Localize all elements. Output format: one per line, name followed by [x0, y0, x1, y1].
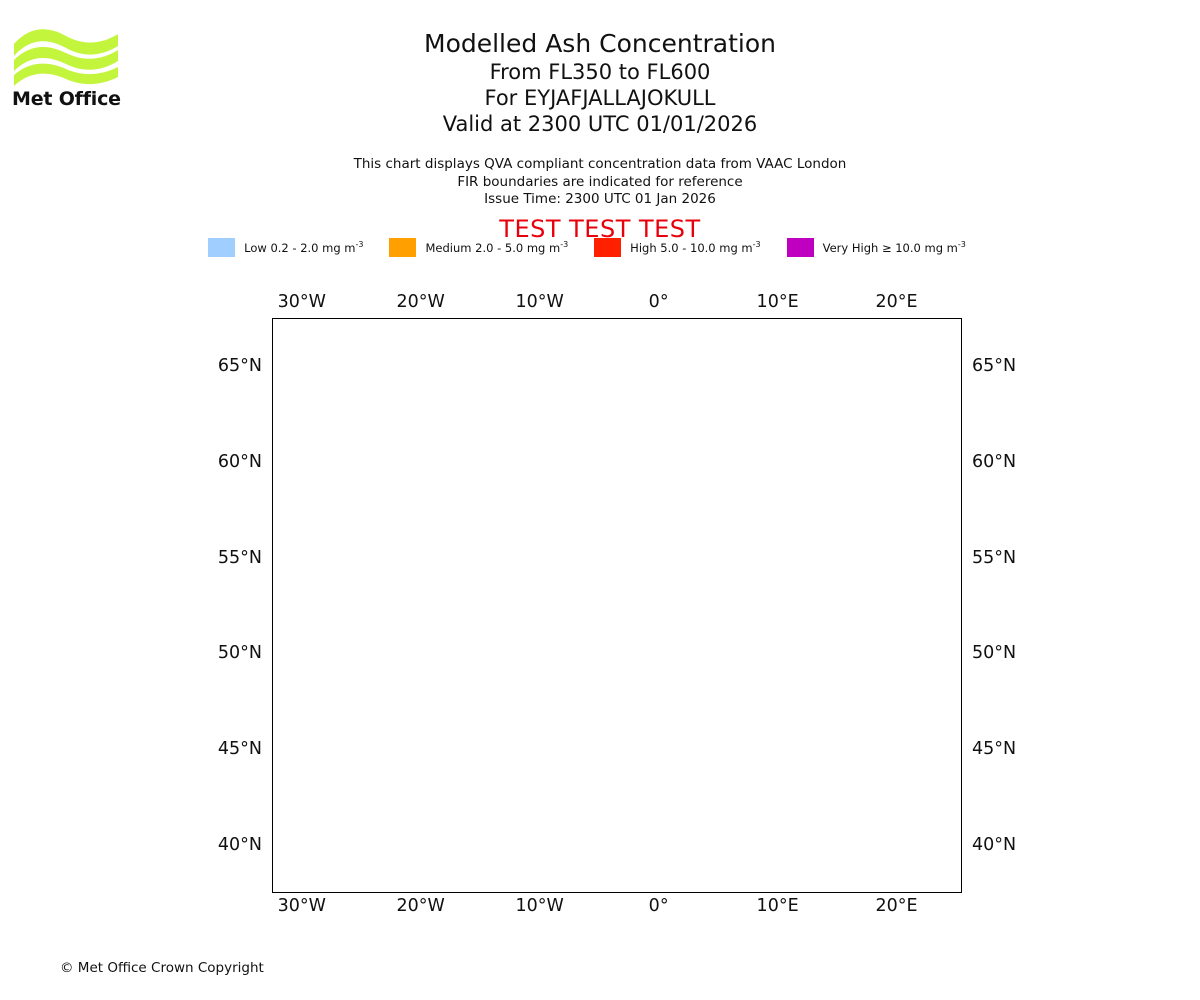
met-office-wordmark: Met Office: [12, 88, 121, 110]
lon-tick-bottom-30°W: 30°W: [277, 896, 326, 916]
title-valid-time: Valid at 2300 UTC 01/01/2026: [442, 112, 758, 136]
concentration-legend: Low 0.2 - 2.0 mg m-3 Medium 2.0 - 5.0 mg …: [0, 238, 1200, 257]
copyright-text: © Met Office Crown Copyright: [60, 960, 264, 976]
map-frame: [272, 318, 962, 893]
lon-tick-top-0°: 0°: [648, 292, 669, 312]
chart-title-block: Modelled Ash Concentration From FL350 to…: [0, 28, 1200, 137]
lon-tick-top-20°E: 20°E: [875, 292, 918, 312]
legend-swatch-low: [208, 238, 236, 257]
lon-tick-bottom-10°W: 10°W: [515, 896, 564, 916]
chart-subtitle-block: This chart displays QVA compliant concen…: [0, 156, 1200, 209]
lat-tick-left-55°N: 55°N: [217, 547, 262, 568]
subtitle-source: This chart displays QVA compliant concen…: [353, 156, 847, 172]
lat-tick-right-60°N: 60°N: [972, 451, 1017, 472]
legend-item-low: Low 0.2 - 2.0 mg m-3: [208, 238, 389, 257]
legend-swatch-very-high: [786, 238, 814, 257]
lon-tick-bottom-0°: 0°: [648, 896, 669, 916]
lon-tick-bottom-10°E: 10°E: [756, 896, 799, 916]
legend-item-medium: Medium 2.0 - 5.0 mg m-3: [389, 238, 594, 257]
page-title: Modelled Ash Concentration: [424, 29, 776, 58]
legend-label-low: Low 0.2 - 2.0 mg m-3: [244, 240, 364, 255]
lon-tick-top-30°W: 30°W: [277, 292, 326, 312]
lon-tick-top-10°E: 10°E: [756, 292, 799, 312]
subtitle-issue-time: Issue Time: 2300 UTC 01 Jan 2026: [484, 191, 716, 207]
met-office-logo: [12, 22, 122, 112]
lon-tick-top-10°W: 10°W: [515, 292, 564, 312]
legend-label-medium: Medium 2.0 - 5.0 mg m-3: [425, 240, 569, 255]
lon-tick-bottom-20°W: 20°W: [396, 896, 445, 916]
legend-item-high: High 5.0 - 10.0 mg m-3: [594, 238, 786, 257]
legend-label-high: High 5.0 - 10.0 mg m-3: [630, 240, 761, 255]
lat-tick-right-45°N: 45°N: [972, 739, 1017, 760]
title-volcano: For EYJAFJALLAJOKULL: [484, 86, 716, 110]
legend-swatch-high: [594, 238, 622, 257]
lat-tick-left-65°N: 65°N: [217, 355, 262, 376]
legend-swatch-medium: [389, 238, 417, 257]
lat-tick-right-40°N: 40°N: [972, 835, 1017, 856]
legend-label-very-high: Very High ≥ 10.0 mg m-3: [822, 240, 966, 255]
subtitle-fir: FIR boundaries are indicated for referen…: [457, 173, 743, 190]
map-container[interactable]: [272, 318, 962, 893]
lat-tick-left-60°N: 60°N: [217, 451, 262, 472]
lat-tick-right-65°N: 65°N: [972, 355, 1017, 376]
lat-tick-right-50°N: 50°N: [972, 643, 1017, 664]
lat-tick-right-55°N: 55°N: [972, 547, 1017, 568]
title-flight-levels: From FL350 to FL600: [489, 60, 711, 84]
lon-tick-top-20°W: 20°W: [396, 292, 445, 312]
lon-tick-bottom-20°E: 20°E: [875, 896, 918, 916]
lat-tick-left-50°N: 50°N: [217, 643, 262, 664]
lat-tick-left-40°N: 40°N: [217, 835, 262, 856]
legend-item-very-high: Very High ≥ 10.0 mg m-3: [786, 238, 992, 257]
lat-tick-left-45°N: 45°N: [217, 739, 262, 760]
